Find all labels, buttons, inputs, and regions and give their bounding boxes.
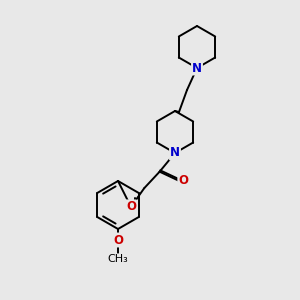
- Text: O: O: [178, 174, 188, 187]
- Text: CH₃: CH₃: [108, 254, 128, 264]
- Text: O: O: [113, 233, 123, 247]
- Text: O: O: [126, 200, 136, 213]
- Text: N: N: [170, 146, 180, 160]
- Text: N: N: [192, 61, 202, 74]
